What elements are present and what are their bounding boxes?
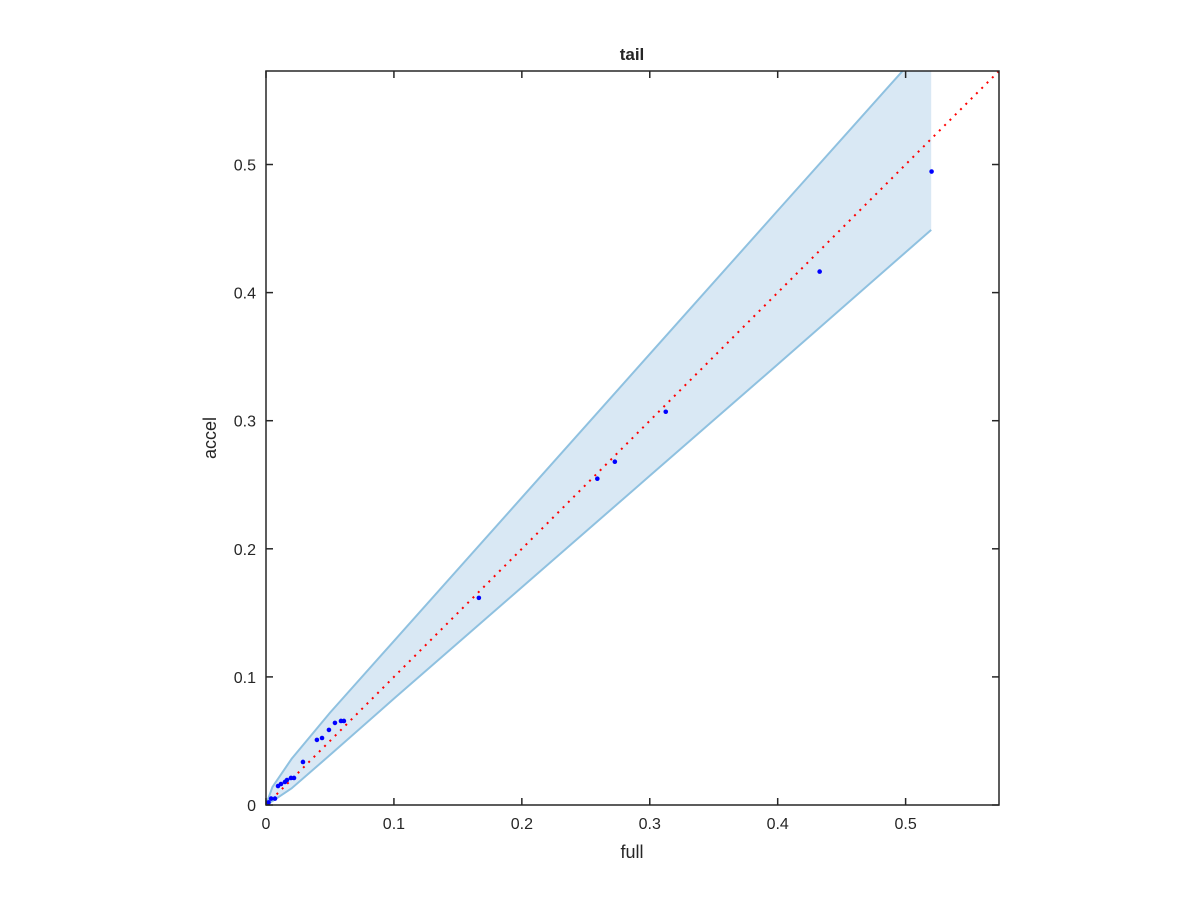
x-tick-label: 0.2: [511, 816, 533, 833]
y-tick-label: 0: [247, 798, 256, 815]
confidence-band: [266, 71, 932, 805]
data-point: [266, 800, 271, 805]
data-point: [284, 777, 290, 783]
data-point: [663, 409, 669, 415]
data-point: [319, 735, 325, 741]
axes-box: [265, 70, 1000, 806]
band-upper-edge: [266, 71, 904, 805]
y-tick-label: 0.2: [234, 542, 256, 559]
data-point: [314, 737, 320, 743]
data-point: [595, 476, 600, 482]
data-point: [268, 796, 274, 801]
y-tick-label: 0.5: [234, 158, 256, 175]
data-point: [291, 775, 297, 781]
y-tick-label: 0.1: [234, 670, 256, 687]
data-point: [929, 169, 934, 174]
reference-line: [266, 71, 999, 805]
data-point: [341, 718, 347, 724]
data-point: [817, 269, 822, 274]
data-point: [476, 595, 482, 601]
band-lower-edge: [266, 229, 932, 805]
data-point: [272, 796, 278, 801]
y-tick-label: 0.3: [234, 414, 256, 431]
x-tick-label: 0.4: [767, 816, 789, 833]
x-axis-label: full: [620, 842, 643, 862]
x-tick-label: 0.1: [383, 816, 405, 833]
y-tick-label: 0.4: [234, 286, 256, 303]
ticks: 0 0.1 0.2 0.3 0.4 0.5 0 0.1 0.2 0.3 0.4 0.5: [234, 71, 999, 833]
data-point: [332, 720, 338, 726]
x-tick-label: 0: [262, 816, 271, 833]
chart-title: tail: [620, 45, 645, 64]
plot-area: [266, 71, 999, 805]
data-point: [612, 459, 618, 464]
x-tick-label: 0.3: [639, 816, 661, 833]
x-tick-label: 0.5: [894, 816, 916, 833]
data-point: [300, 759, 306, 765]
y-axis-label: accel: [200, 417, 220, 459]
data-point: [326, 727, 332, 733]
data-point: [278, 781, 284, 787]
